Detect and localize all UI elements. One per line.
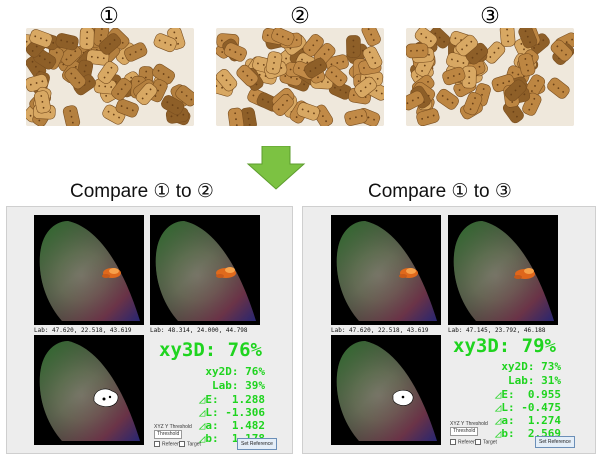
threshold-select[interactable]: Threshold (450, 427, 479, 436)
lab-readout-target: Lab: 48.314, 24.000, 44.798 (150, 327, 248, 334)
threshold-title: XYZ Y Threshold (154, 424, 192, 430)
target-checkbox[interactable]: Target (179, 441, 201, 447)
comparison-panel-2: Lab: 47.620, 22.518, 43.619 Lab: 47.145,… (302, 206, 596, 454)
compare-title-1-2: Compare ① to ② (70, 181, 214, 202)
lab-readout-reference: Lab: 47.620, 22.518, 43.619 (331, 327, 429, 334)
delta-a-value: ◿a: 1.482 (198, 419, 265, 432)
delta-e-value: ◿E: 1.288 (198, 393, 265, 406)
delta-l-value: ◿L: -1.306 (198, 406, 265, 419)
threshold-title: XYZ Y Threshold (450, 421, 488, 427)
chromaticity-plot-difference (34, 335, 144, 445)
lab-score: Lab: 31% (508, 374, 561, 387)
lab-readout-reference: Lab: 47.620, 22.518, 43.619 (34, 327, 132, 334)
compare-title-1-3: Compare ① to ③ (368, 181, 512, 202)
set-reference-button[interactable]: Set Reference (237, 438, 277, 450)
target-checkbox-label: Target (483, 439, 497, 446)
xy2d-score: xy2D: 73% (501, 360, 561, 373)
photo-label-1: ① (99, 4, 119, 29)
down-arrow-icon (246, 146, 306, 190)
photo-label-3: ③ (480, 4, 500, 29)
reference-checkbox[interactable]: Reference (154, 441, 185, 447)
xy3d-score: xy3D: 76% (159, 339, 262, 361)
reference-checkbox-label: Reference (162, 441, 186, 448)
threshold-select[interactable]: Threshold (154, 430, 183, 439)
reference-checkbox[interactable]: Reference (450, 439, 481, 445)
set-reference-button[interactable]: Set Reference (535, 436, 575, 448)
xy3d-score: xy3D: 79% (453, 335, 556, 357)
xy2d-score: xy2D: 76% (205, 365, 265, 378)
target-checkbox-label: Target (187, 441, 201, 448)
cracker-photo-3 (406, 28, 574, 126)
chromaticity-plot-difference (331, 335, 441, 445)
chromaticity-plot-reference (34, 215, 144, 325)
cracker-photo-2 (216, 28, 384, 126)
delta-a-value: ◿a: 1.274 (494, 414, 561, 427)
chromaticity-plot-reference (331, 215, 441, 325)
chromaticity-plot-target (150, 215, 260, 325)
delta-e-value: ◿E: 0.955 (494, 388, 561, 401)
chromaticity-plot-target (448, 215, 558, 325)
cracker-photo-1 (26, 28, 194, 126)
reference-checkbox-label: Reference (458, 439, 482, 446)
comparison-panel-1: Lab: 47.620, 22.518, 43.619 Lab: 48.314,… (6, 206, 293, 454)
target-checkbox[interactable]: Target (475, 439, 497, 445)
photo-label-2: ② (290, 4, 310, 29)
lab-score: Lab: 39% (212, 379, 265, 392)
delta-l-value: ◿L: -0.475 (494, 401, 561, 414)
lab-readout-target: Lab: 47.145, 23.792, 46.188 (448, 327, 546, 334)
